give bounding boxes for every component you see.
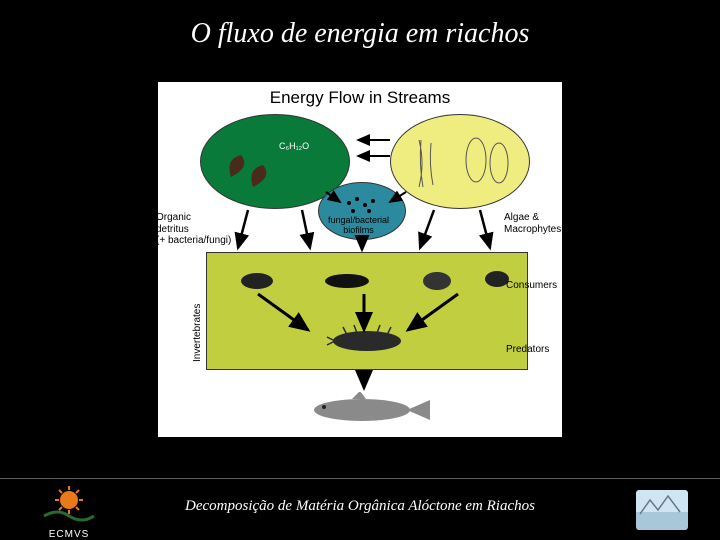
node-algae	[390, 114, 530, 209]
label-predators: Predators	[506, 344, 549, 356]
label-algae: Algae & Macrophytes	[504, 212, 561, 235]
label-detritus: Organic detritus (+ bacteria/fungi)	[156, 212, 231, 247]
footer-text: Decomposição de Matéria Orgânica Alócton…	[0, 498, 720, 515]
mountain-logo-icon	[636, 490, 688, 530]
formula-label: C₆H₁₂O	[279, 141, 309, 151]
fish-icon	[302, 392, 432, 428]
invertebrate-icon	[207, 253, 529, 371]
logo-left: ECMVS	[38, 486, 100, 530]
sun-logo-icon	[38, 486, 100, 530]
energy-flow-diagram: Energy Flow in Streams C₆H₁₂O	[158, 82, 562, 437]
diagram-title: Energy Flow in Streams	[158, 82, 562, 108]
label-biofilm: fungal/bacterial biofilms	[328, 215, 389, 236]
node-consumers	[206, 252, 528, 370]
algae-icon	[391, 115, 531, 210]
footer-divider	[0, 478, 720, 479]
logo-left-text: ECMVS	[38, 529, 100, 540]
label-invertebrates: Invertebrates	[192, 304, 204, 362]
slide-title: O fluxo de energia em riachos	[0, 0, 720, 50]
logo-right	[636, 490, 688, 530]
label-consumers: Consumers	[506, 280, 557, 292]
